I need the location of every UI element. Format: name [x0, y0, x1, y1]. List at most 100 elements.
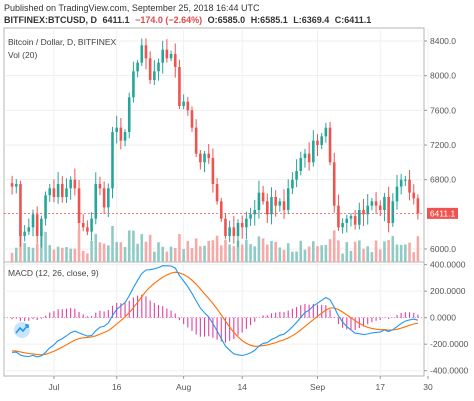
price-change: −174.0 (−2.64%) [135, 15, 203, 25]
candle-body [211, 158, 215, 184]
price-tick-label: 8400.0 [430, 36, 456, 46]
volume-bar [86, 253, 89, 262]
volume-bar [127, 230, 131, 262]
price-tick-label: 7200.0 [430, 140, 456, 150]
candle-body [370, 201, 374, 206]
volume-bar [60, 247, 64, 262]
volume-bar [270, 240, 273, 262]
macd-pane-border [3, 261, 425, 377]
high-value: H:6585.1 [250, 15, 288, 25]
volume-bar [111, 225, 114, 262]
volume-bar [282, 249, 286, 262]
volume-bar [90, 240, 93, 262]
candle-body [387, 197, 390, 223]
volume-bar [107, 245, 110, 262]
volume-bar [65, 247, 68, 262]
price-axis[interactable]: 8400.0 8000.0 7600.0 7200.0 6800.0 6000.0 [424, 36, 456, 254]
time-tick-label: Jul [48, 382, 59, 392]
volume-bar [132, 230, 135, 262]
macd-tick-label: 0.0000 [430, 313, 456, 323]
candle-body [94, 184, 98, 219]
volume-bar [228, 244, 231, 262]
volume-bar [366, 246, 370, 262]
candle-body [328, 127, 332, 163]
price-tick-label: 6800.0 [430, 175, 456, 185]
volume-bar [178, 234, 181, 262]
volume-bar [374, 240, 378, 262]
volume-bar [274, 241, 277, 262]
candle-body [312, 140, 315, 163]
volume-bar [286, 243, 290, 262]
candle-body [249, 214, 252, 219]
volume-bar [190, 247, 194, 262]
volume-bar [77, 229, 81, 262]
macd-legend: MACD (12, 26, close, 9) [8, 268, 99, 278]
candle-body [362, 210, 365, 215]
volume-bar [412, 252, 416, 262]
candle-body [303, 153, 307, 158]
time-axis[interactable]: Jul 16 Aug 14 Sep 17 30 [48, 376, 433, 392]
volume-bars [10, 225, 420, 262]
candle-body [341, 223, 344, 228]
low-value: L:6369.4 [293, 15, 330, 25]
candle-body [265, 201, 269, 215]
volume-bar [295, 251, 298, 262]
volume-bar [81, 250, 85, 262]
time-tick-label: Aug [176, 382, 191, 392]
tradingview-logo-icon [14, 322, 30, 338]
volume-bar [35, 243, 39, 262]
volume-bar [257, 236, 261, 262]
volume-bar [316, 246, 319, 262]
candle-body [395, 186, 399, 202]
candle-body [399, 179, 403, 187]
volume-bar [332, 230, 336, 262]
macd-axis[interactable]: 400.0000 200.0000 0.0000 -200.0000 -400.0000 [424, 260, 469, 376]
last-price: 6411.1 [102, 15, 130, 25]
price-tick-label: 6000.0 [430, 244, 456, 254]
candle-body [286, 188, 290, 210]
volume-bar [408, 242, 411, 262]
volume-bar [40, 234, 43, 262]
volume-bar [378, 249, 382, 262]
series-legend: Bitcoin / Dollar, D, BITFINEX [8, 37, 117, 47]
candle-body [102, 188, 106, 208]
volume-bar [261, 238, 265, 262]
volume-bar [23, 243, 26, 262]
candle-body [320, 136, 323, 145]
volume-bar [278, 247, 282, 262]
volume-bar [240, 244, 244, 262]
last-price-badge-text: 6411.1 [430, 208, 456, 218]
volume-bar [182, 249, 185, 262]
candle-body [115, 127, 118, 132]
candle-body [236, 223, 240, 236]
volume-bar [52, 249, 56, 262]
candle-body [119, 127, 123, 141]
candle-body [31, 214, 35, 228]
candle-body [224, 218, 227, 236]
volume-bar [69, 248, 72, 262]
candle-body [123, 132, 127, 141]
candle-body [349, 216, 353, 219]
candle-body [282, 201, 286, 210]
volume-bar [102, 243, 106, 262]
volume-bar [123, 246, 127, 262]
candle-body [35, 214, 39, 236]
candle-body [374, 201, 378, 206]
volume-bar [387, 240, 390, 262]
candle-body [178, 67, 181, 106]
volume-bar [14, 247, 18, 262]
candle-body [98, 184, 102, 189]
volume-bar [161, 246, 165, 262]
macd-line [12, 265, 419, 358]
candle-body [90, 218, 93, 232]
candle-body [416, 198, 420, 214]
candle-body [199, 153, 202, 163]
volume-bar [303, 249, 307, 262]
time-tick-label: 30 [423, 382, 433, 392]
volume-bar [215, 235, 219, 262]
volume-bar [353, 241, 357, 262]
volume-bar [56, 246, 60, 262]
symbol-label[interactable]: BITFINEX:BTCUSD, D [4, 15, 97, 25]
candle-body [77, 188, 81, 223]
